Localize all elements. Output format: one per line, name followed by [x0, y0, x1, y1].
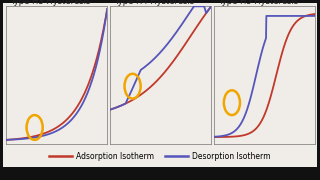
Legend: Adsorption Isotherm, Desorption Isotherm: Adsorption Isotherm, Desorption Isotherm	[49, 152, 271, 161]
Text: Type H3 Hysteresis: Type H3 Hysteresis	[11, 0, 91, 6]
Text: Type H5 Hysteresis: Type H5 Hysteresis	[218, 0, 298, 6]
Text: Type H4 Hysteresis: Type H4 Hysteresis	[115, 0, 195, 6]
